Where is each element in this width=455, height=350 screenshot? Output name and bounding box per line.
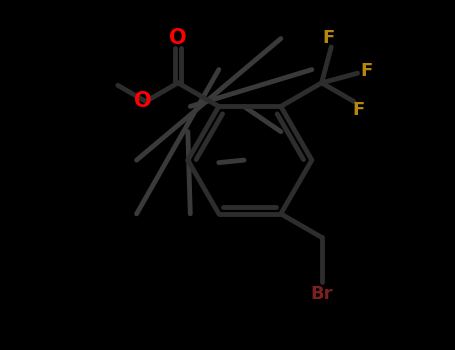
Text: F: F xyxy=(360,62,373,80)
Text: F: F xyxy=(353,102,365,119)
Text: O: O xyxy=(135,91,152,111)
Text: Br: Br xyxy=(310,285,333,303)
Text: F: F xyxy=(323,29,335,47)
Text: O: O xyxy=(169,28,187,48)
